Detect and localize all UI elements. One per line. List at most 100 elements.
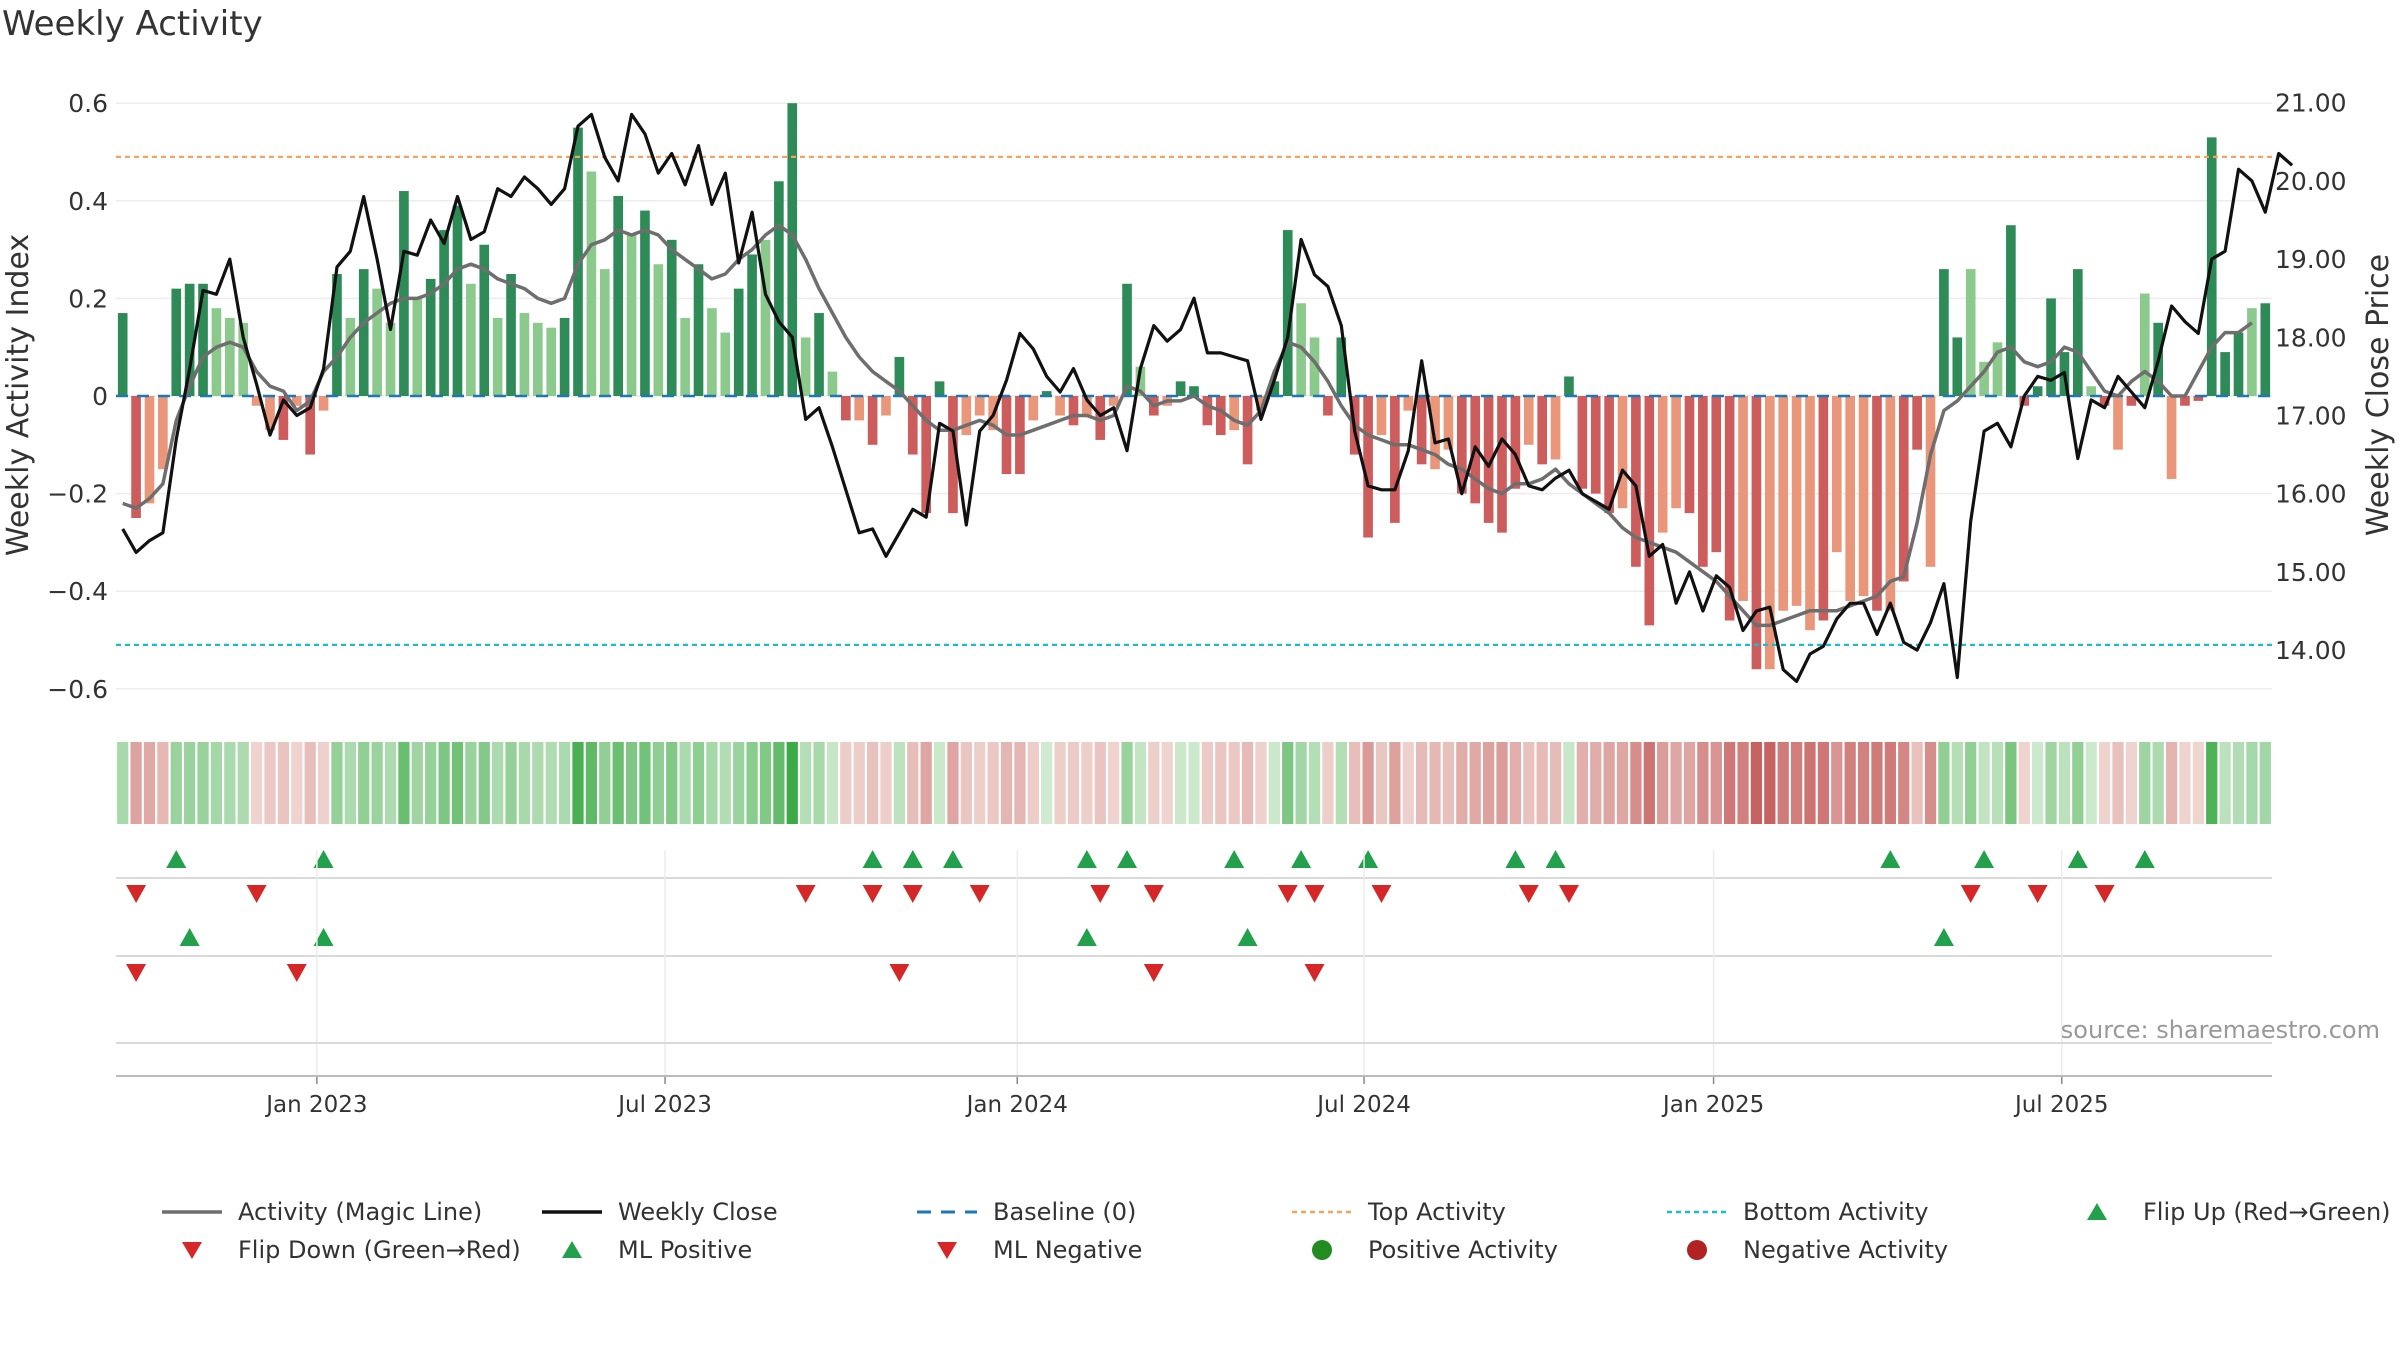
legend-label: Negative Activity	[1743, 1236, 1949, 1264]
activity-bar	[2046, 298, 2056, 396]
x-tick-label: Jul 2025	[2013, 1092, 2109, 1118]
activity-bar	[1831, 396, 1842, 553]
activity-bar	[1564, 376, 1574, 396]
activity-bar	[841, 396, 851, 421]
legend-label: Weekly Close	[618, 1198, 778, 1226]
flip-up-marker	[2067, 850, 2088, 868]
heat-cell	[518, 742, 531, 824]
activity-bar	[492, 317, 503, 396]
heat-cell	[2032, 742, 2044, 824]
activity-bar	[854, 396, 865, 421]
activity-bar	[1765, 396, 1775, 670]
activity-bar	[1939, 269, 1949, 396]
legend-item: ML Negative	[915, 1236, 1142, 1264]
heat-cell	[1067, 742, 1080, 824]
heat-cell	[2246, 742, 2258, 824]
heat-cell	[746, 742, 758, 824]
activity-bar	[2247, 308, 2257, 396]
activity-bar	[425, 278, 436, 396]
y2-tick-label: 17.00	[2275, 402, 2347, 431]
flip-up-marker	[1358, 850, 1379, 868]
activity-bar	[974, 396, 985, 416]
legend-label: Top Activity	[1368, 1198, 1506, 1226]
legend-item: Baseline (0)	[915, 1198, 1136, 1226]
activity-bar	[626, 234, 637, 396]
heat-cell	[1871, 742, 1883, 824]
heat-cell	[170, 742, 182, 824]
heat-cell	[880, 742, 892, 824]
heat-cell	[826, 742, 839, 824]
flip-down-marker	[1518, 885, 1539, 903]
x-tick-label: Jul 2023	[616, 1092, 712, 1118]
activity-bar	[184, 283, 195, 396]
heat-cell	[1790, 742, 1803, 824]
y-tick-label: 0	[92, 382, 108, 411]
activity-bar	[1898, 396, 1909, 582]
activity-bar	[1590, 396, 1601, 494]
activity-bar	[2139, 293, 2150, 396]
heat-cell	[585, 742, 598, 824]
activity-bar	[1791, 396, 1802, 606]
heat-cell	[344, 742, 356, 824]
activity-bar	[1068, 396, 1079, 426]
activity-bar	[1684, 396, 1695, 514]
activity-bar	[1523, 396, 1534, 445]
activity-bar	[131, 396, 141, 518]
heat-cell	[2152, 742, 2164, 824]
heat-cell	[786, 742, 798, 824]
heat-cell	[800, 742, 812, 824]
activity-bar	[1778, 396, 1789, 611]
heat-cell	[813, 742, 825, 824]
heat-cell	[773, 742, 785, 824]
activity-bar	[680, 317, 690, 396]
activity-bar	[586, 171, 597, 396]
heat-cell	[1108, 742, 1120, 824]
flip-up-marker	[1974, 850, 1995, 868]
activity-bar	[2032, 386, 2043, 396]
heat-cell	[1911, 742, 1923, 824]
activity-bar	[1577, 396, 1588, 489]
heat-cell	[1161, 742, 1173, 824]
legend-item: Flip Down (Green→Red)	[160, 1236, 521, 1264]
heat-cell	[1857, 742, 1870, 824]
heat-cell	[679, 742, 691, 824]
y2-tick-label: 14.00	[2275, 636, 2347, 665]
heat-cell	[1482, 742, 1495, 824]
activity-bar	[1202, 396, 1213, 426]
activity-bar	[760, 239, 771, 396]
activity-bar	[1055, 396, 1065, 416]
heat-cell	[358, 742, 370, 824]
activity-bar	[948, 396, 958, 514]
heat-cell	[1121, 742, 1133, 824]
heat-cell	[1215, 742, 1227, 824]
heat-cell	[1630, 742, 1642, 824]
source-credit: source: sharemaestro.com	[2060, 1016, 2380, 1044]
activity-bar	[814, 313, 824, 396]
heat-cell	[719, 742, 731, 824]
heat-cell	[277, 742, 290, 824]
heat-cell	[1081, 742, 1093, 824]
legend-symbol-icon	[542, 1210, 602, 1214]
activity-bar	[1457, 396, 1467, 494]
activity-bar	[559, 317, 570, 396]
heat-cell	[1750, 742, 1763, 824]
activity-bar	[599, 269, 610, 396]
activity-bar	[1845, 396, 1855, 601]
heat-cell	[210, 742, 223, 824]
heat-cell	[1523, 742, 1535, 824]
activity-bar	[1242, 396, 1253, 465]
activity-bar	[479, 244, 490, 396]
activity-bar	[787, 103, 798, 396]
activity-bar	[305, 396, 315, 455]
flip-up-marker	[2134, 850, 2155, 868]
activity-bar	[1229, 396, 1239, 431]
activity-bar	[1724, 396, 1735, 621]
heat-cell	[1724, 742, 1736, 824]
activity-bar	[318, 396, 329, 411]
heat-cell	[1670, 742, 1682, 824]
legend-label: Flip Up (Red→Green)	[2143, 1198, 2391, 1226]
y2-tick-label: 21.00	[2275, 89, 2347, 118]
legend-symbol-icon	[917, 1210, 977, 1214]
flip-down-marker	[862, 885, 883, 903]
